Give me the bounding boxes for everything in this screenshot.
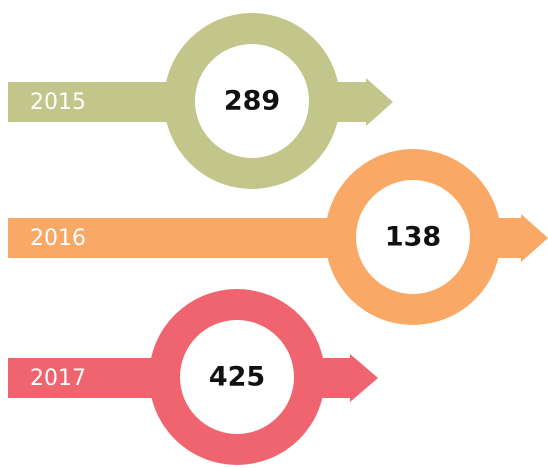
- timeline-item: 2016 138: [8, 149, 548, 325]
- ring-center: [180, 320, 294, 434]
- value-label: 425: [209, 362, 265, 393]
- year-label: 2017: [30, 366, 86, 391]
- arrow: [521, 214, 548, 262]
- ring-center: [356, 180, 470, 294]
- value-label: 138: [385, 222, 441, 253]
- year-label: 2015: [30, 90, 86, 115]
- arrow: [366, 78, 393, 126]
- arrow: [350, 354, 378, 402]
- ring-center: [195, 44, 309, 158]
- value-label: 289: [224, 86, 280, 117]
- year-label: 2016: [30, 226, 86, 251]
- timeline-item: 2017 425: [8, 289, 378, 465]
- timeline-item: 2015 289: [8, 13, 393, 189]
